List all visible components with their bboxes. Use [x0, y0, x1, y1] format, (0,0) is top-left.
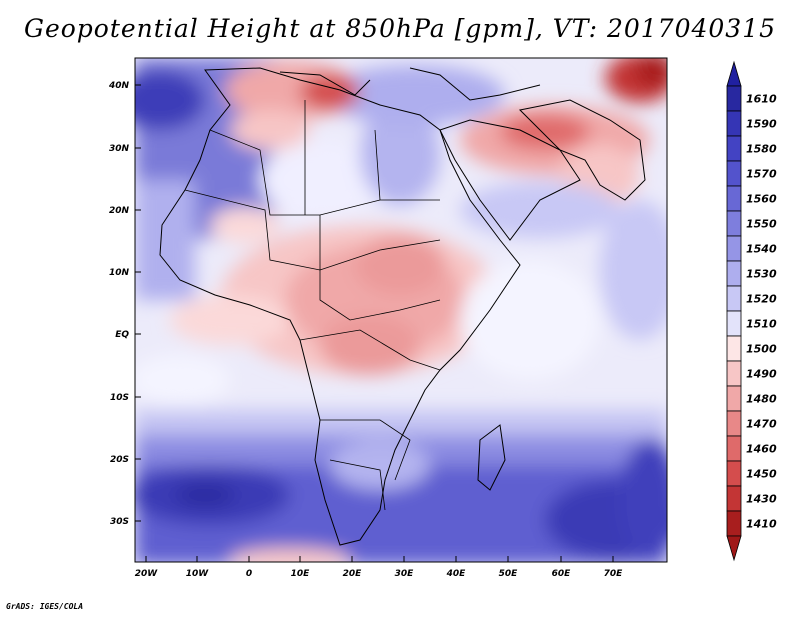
colorbar-swatch [726, 485, 742, 512]
colorbar-label: 1540 [746, 243, 777, 256]
colorbar-label: 1580 [746, 143, 777, 156]
lon-tick-30e: 30E [395, 569, 415, 579]
colorbar-label: 1510 [746, 318, 777, 331]
lon-tick-40e: 40E [446, 569, 467, 579]
map-frame [134, 57, 668, 563]
colorbar-swatch [726, 210, 742, 237]
colorbar-label: 1560 [746, 193, 777, 206]
colorbar-swatch [726, 85, 742, 112]
colorbar-swatch [726, 385, 742, 412]
lon-tick-20w: 20W [135, 569, 159, 579]
colorbar-label: 1550 [746, 218, 777, 231]
colorbar-label: 1480 [746, 393, 777, 406]
map-title: Geopotential Height at 850hPa [gpm], VT:… [23, 14, 777, 43]
colorbar-swatch [726, 460, 742, 487]
colorbar-swatch [726, 510, 742, 537]
colorbar-swatch [726, 135, 742, 162]
colorbar-label: 1490 [746, 368, 777, 381]
colorbar-swatch [726, 435, 742, 462]
colorbar-label: 1590 [746, 118, 777, 131]
lon-tick-marks [145, 556, 614, 562]
grads-credit: GrADS: IGES/COLA [6, 602, 84, 611]
lat-tick-40n: 40N [108, 81, 130, 91]
lat-tick-20n: 20N [109, 206, 130, 216]
colorbar-label: 1520 [746, 293, 777, 306]
colorbar-label: 1470 [746, 418, 777, 431]
colorbar-top-arrow [726, 60, 742, 87]
lon-tick-20e: 20E [343, 569, 363, 579]
lat-tick-30s: 30S [110, 517, 129, 527]
colorbar-label: 1500 [746, 343, 777, 356]
colorbar-swatch [726, 260, 742, 287]
colorbar-swatch [726, 235, 742, 262]
colorbar-bottom-arrow [726, 535, 742, 562]
colorbar-swatch [726, 360, 742, 387]
colorbar: 1610 1590 1580 1570 1560 1550 1540 1530 1520 1510… [726, 60, 777, 562]
colorbar-label: 1460 [746, 443, 777, 456]
coastlines [159, 67, 646, 546]
colorbar-swatch [726, 310, 742, 337]
lon-tick-10w: 10W [186, 569, 210, 579]
lon-tick-70e: 70E [604, 569, 624, 579]
lon-tick-0: 0 [246, 569, 252, 579]
colorbar-swatch [726, 110, 742, 137]
colorbar-swatch [726, 410, 742, 437]
colorbar-label: 1450 [746, 468, 777, 481]
colorbar-label: 1530 [746, 268, 777, 281]
lat-tick-20s: 20S [110, 455, 129, 465]
height-field [135, 58, 667, 562]
colorbar-swatch [726, 335, 742, 362]
lat-tick-10s: 10S [110, 393, 129, 403]
country-borders [184, 100, 441, 511]
colorbar-label: 1570 [746, 168, 777, 181]
lon-tick-10e: 10E [291, 569, 311, 579]
colorbar-label: 1430 [746, 493, 777, 506]
lon-tick-60e: 60E [552, 569, 572, 579]
colorbar-label: 1410 [746, 518, 777, 531]
colorbar-swatch [726, 185, 742, 212]
colorbar-label: 1610 [746, 93, 777, 106]
colorbar-swatch [726, 160, 742, 187]
lat-tick-eq: EQ [115, 330, 129, 340]
lat-tick-marks [135, 84, 141, 522]
lat-tick-10n: 10N [109, 268, 130, 278]
lat-tick-30n: 30N [109, 144, 130, 154]
lon-tick-50e: 50E [499, 569, 519, 579]
colorbar-swatch [726, 285, 742, 312]
